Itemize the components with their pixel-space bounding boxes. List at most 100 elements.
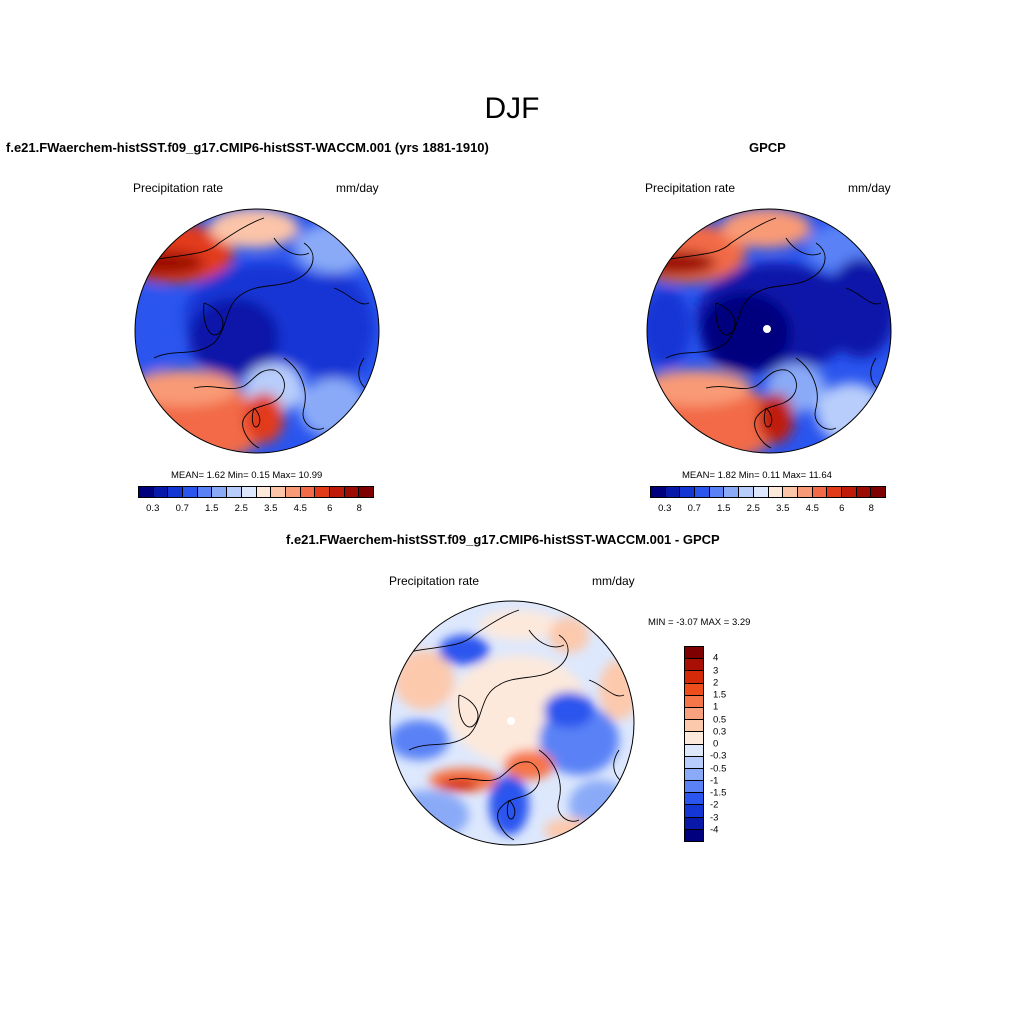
model-colorbar-swatch bbox=[183, 487, 198, 497]
obs-colorbar-swatch bbox=[680, 487, 696, 497]
obs-variable-label: Precipitation rate bbox=[645, 181, 736, 195]
model-colorbar-tick-label: 3.5 bbox=[264, 503, 278, 514]
model-polar-map bbox=[134, 208, 380, 454]
obs-colorbar-swatch bbox=[812, 487, 828, 497]
model-colorbar-swatch bbox=[168, 487, 184, 497]
obs-colorbar-swatch bbox=[709, 487, 725, 497]
obs-stats: MEAN= 1.82 Min= 0.11 Max= 11.64 bbox=[682, 470, 832, 481]
obs-colorbar-tick-label: 6 bbox=[839, 503, 845, 514]
obs-colorbar-tick-label: 3.5 bbox=[776, 503, 790, 514]
diff-colorbar-swatch bbox=[685, 793, 703, 806]
model-colorbar-swatch bbox=[139, 487, 154, 497]
obs-colorbar-swatch bbox=[665, 487, 681, 497]
model-colorbar-tick-label: 2.5 bbox=[234, 503, 248, 514]
diff-colorbar bbox=[684, 646, 704, 842]
diff-colorbar-swatch bbox=[685, 744, 703, 757]
diff-colorbar-tick-label: -1 bbox=[710, 775, 719, 787]
diff-polar-map bbox=[389, 600, 635, 846]
model-units-label: mm/day bbox=[336, 181, 379, 195]
diff-colorbar-tick-label: 4 bbox=[713, 652, 719, 664]
obs-colorbar bbox=[650, 486, 886, 498]
diff-colorbar-tick-label: 3 bbox=[713, 665, 719, 676]
diff-colorbar-ticks: 4 3 2 1.5 1 0.5 0.3 0 -0.3 -0.5 -1 -1.5 -2 -3 -4 bbox=[710, 646, 750, 842]
model-colorbar-swatch bbox=[359, 487, 373, 497]
diff-colorbar-tick-label: -0.3 bbox=[710, 750, 727, 762]
obs-colorbar-swatch bbox=[739, 487, 754, 497]
diff-panel-title: f.e21.FWaerchem-histSST.f09_g17.CMIP6-hi… bbox=[286, 532, 720, 547]
diff-colorbar-tick-label: -4 bbox=[710, 824, 719, 836]
model-colorbar-swatch bbox=[227, 487, 242, 497]
model-colorbar-tick-label: 4.5 bbox=[293, 503, 307, 514]
obs-colorbar-tick-label: 2.5 bbox=[746, 503, 760, 514]
diff-colorbar-swatch bbox=[685, 659, 703, 672]
obs-polar-map bbox=[646, 208, 892, 454]
diff-colorbar-swatch bbox=[685, 720, 703, 733]
diff-colorbar-tick-label: -1.5 bbox=[710, 787, 727, 799]
obs-colorbar-swatch bbox=[871, 487, 885, 497]
diff-colorbar-swatch bbox=[685, 707, 703, 721]
model-colorbar-swatch bbox=[271, 487, 286, 497]
diff-colorbar-tick-label: -3 bbox=[710, 812, 719, 823]
obs-colorbar-tick-label: 1.5 bbox=[717, 503, 731, 514]
model-colorbar-swatch bbox=[212, 487, 228, 497]
model-colorbar-swatch bbox=[285, 487, 301, 497]
obs-colorbar-swatch bbox=[724, 487, 740, 497]
model-colorbar-tick-label: 0.3 bbox=[146, 503, 160, 514]
diff-variable-label: Precipitation rate bbox=[389, 574, 480, 588]
diff-colorbar-tick-label: -2 bbox=[710, 799, 719, 811]
diff-colorbar-swatch bbox=[685, 781, 703, 794]
obs-colorbar-swatch bbox=[753, 487, 769, 497]
model-stats: MEAN= 1.62 Min= 0.15 Max= 10.99 bbox=[171, 470, 323, 481]
diff-colorbar-swatch bbox=[685, 829, 703, 841]
model-colorbar-tick-label: 6 bbox=[327, 503, 333, 514]
diff-colorbar-tick-label: 2 bbox=[713, 677, 719, 689]
diff-stats: MIN = -3.07 MAX = 3.29 bbox=[648, 617, 751, 628]
model-colorbar-swatch bbox=[197, 487, 213, 497]
diff-colorbar-swatch bbox=[685, 671, 703, 684]
model-colorbar-swatch bbox=[241, 487, 257, 497]
diff-colorbar-swatch bbox=[685, 732, 703, 745]
diff-colorbar-swatch bbox=[685, 756, 703, 769]
obs-colorbar-swatch bbox=[783, 487, 798, 497]
model-colorbar-swatch bbox=[315, 487, 330, 497]
model-colorbar-tick-label: 0.7 bbox=[175, 503, 189, 514]
obs-colorbar-tick-label: 0.3 bbox=[658, 503, 672, 514]
obs-colorbar-swatch bbox=[827, 487, 842, 497]
obs-colorbar-swatch bbox=[768, 487, 784, 497]
diff-colorbar-tick-label: 1.5 bbox=[713, 689, 727, 701]
obs-colorbar-swatch bbox=[856, 487, 872, 497]
obs-colorbar-swatch bbox=[651, 487, 666, 497]
model-colorbar-ticks: 0.3 0.7 1.5 2.5 3.5 4.5 6 8 bbox=[138, 503, 374, 517]
obs-colorbar-swatch bbox=[797, 487, 813, 497]
obs-colorbar-tick-label: 4.5 bbox=[805, 503, 819, 514]
diff-colorbar-tick-label: -0.5 bbox=[710, 763, 727, 774]
diff-colorbar-swatch bbox=[685, 695, 703, 708]
obs-panel-title: GPCP bbox=[749, 140, 786, 155]
model-colorbar-swatch bbox=[344, 487, 360, 497]
diff-colorbar-swatch bbox=[685, 817, 703, 830]
diff-colorbar-swatch bbox=[685, 805, 703, 818]
diff-units-label: mm/day bbox=[592, 574, 635, 588]
model-colorbar-swatch bbox=[256, 487, 272, 497]
diff-colorbar-swatch bbox=[685, 683, 703, 696]
obs-colorbar-swatch bbox=[841, 487, 857, 497]
model-colorbar-tick-label: 1.5 bbox=[205, 503, 219, 514]
obs-colorbar-ticks: 0.3 0.7 1.5 2.5 3.5 4.5 6 8 bbox=[650, 503, 886, 517]
obs-colorbar-tick-label: 0.7 bbox=[687, 503, 701, 514]
model-colorbar-tick-label: 8 bbox=[356, 503, 362, 514]
diff-colorbar-tick-label: 0.3 bbox=[713, 726, 727, 738]
diff-colorbar-swatch bbox=[685, 647, 703, 660]
figure-title: DJF bbox=[484, 92, 540, 125]
diff-colorbar-tick-label: 0.5 bbox=[713, 714, 727, 725]
diff-colorbar-swatch bbox=[685, 768, 703, 782]
model-variable-label: Precipitation rate bbox=[133, 181, 224, 195]
model-colorbar bbox=[138, 486, 374, 498]
model-colorbar-swatch bbox=[153, 487, 169, 497]
obs-units-label: mm/day bbox=[848, 181, 891, 195]
diff-colorbar-tick-label: 0 bbox=[713, 738, 719, 750]
model-colorbar-swatch bbox=[300, 487, 316, 497]
diff-colorbar-tick-label: 1 bbox=[713, 701, 719, 713]
obs-colorbar-swatch bbox=[695, 487, 710, 497]
model-panel-title: f.e21.FWaerchem-histSST.f09_g17.CMIP6-hi… bbox=[6, 140, 489, 155]
model-colorbar-swatch bbox=[329, 487, 345, 497]
